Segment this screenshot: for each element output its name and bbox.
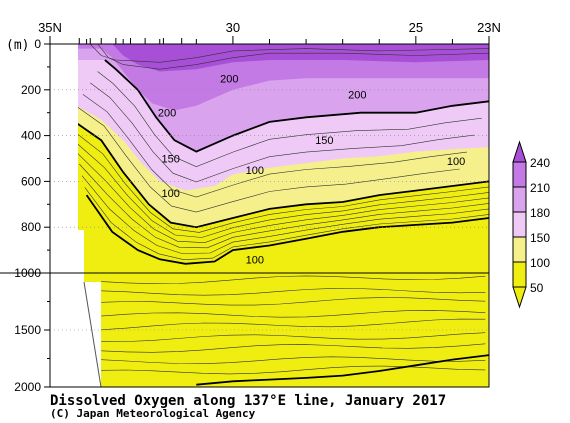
- thin-contour-5: [73, 140, 489, 238]
- legend-swatch: [512, 211, 527, 238]
- contour-label: 100: [246, 165, 264, 177]
- chart-credit: (C) Japan Meteorological Agency: [50, 407, 256, 420]
- y-tick-label: 0: [34, 37, 41, 51]
- legend-label: 50: [530, 281, 544, 295]
- thin-contour-8: [81, 175, 489, 254]
- contour-label: 150: [162, 154, 180, 166]
- legend-label: 150: [530, 231, 550, 245]
- thin-contour-11: [101, 288, 486, 296]
- thin-contour-18: [101, 365, 486, 375]
- y-axis: 0 200 400 600 800 1000 1500 2000: [14, 37, 489, 394]
- depth-unit-label: (m): [6, 38, 29, 53]
- x-axis: 35N 30 25 23N: [38, 20, 501, 44]
- bathymetry-edge: [83, 281, 102, 387]
- contour-label: 200: [158, 108, 176, 120]
- y-tick-label: 1000: [14, 266, 41, 280]
- legend-label: 180: [530, 206, 550, 220]
- thin-contour-17: [101, 356, 486, 365]
- x-tick-label: 30: [226, 20, 240, 35]
- thin-contour-15: [101, 332, 486, 342]
- thin-contour-14: [101, 318, 486, 331]
- thin-contour-12: [101, 297, 486, 306]
- legend-swatch: [512, 161, 527, 188]
- contour-label: 100: [246, 254, 264, 266]
- contour-line-200-0: [104, 59, 489, 153]
- thin-contour-16: [101, 343, 486, 353]
- legend-label: 240: [530, 156, 550, 170]
- y-tick-label: 600: [21, 174, 41, 188]
- y-tick-label: 2000: [14, 380, 41, 394]
- thin-contour-1: [90, 82, 475, 183]
- contour-label: 100: [447, 156, 465, 168]
- legend-swatch: [512, 236, 527, 263]
- x-tick-label: 35N: [38, 20, 62, 35]
- y-tick-label: 400: [21, 129, 41, 143]
- thin-contour-7: [79, 163, 489, 249]
- color-legend: 240 210 180 150 100 50: [512, 140, 550, 309]
- legend-swatch: [512, 261, 527, 288]
- y-tick-label: 800: [21, 220, 41, 234]
- thin-contour-13: [101, 310, 486, 318]
- thin-contour-4: [70, 128, 489, 233]
- x-tick-label: 25: [409, 20, 423, 35]
- legend-swatch: [512, 186, 527, 213]
- contour-line-100-2: [85, 194, 489, 265]
- contour-label: 150: [315, 135, 333, 147]
- contour-label: 100: [162, 188, 180, 200]
- thin-contour-2: [82, 94, 468, 198]
- x-tick-label: 23N: [477, 20, 501, 35]
- contour-line-100-3: [196, 354, 489, 386]
- missing-data-mask: [50, 44, 78, 387]
- contour-label: 200: [348, 89, 366, 101]
- thin-contour-19: [97, 44, 489, 70]
- contour-line-150-1: [67, 116, 489, 229]
- thin-contour-20: [89, 44, 489, 63]
- missing-data-mask-lower: [78, 230, 84, 387]
- y-tick-label: 1500: [14, 323, 41, 337]
- thin-contour-9: [84, 187, 489, 261]
- legend-label: 100: [530, 256, 550, 270]
- legend-swatch-bottom: [512, 286, 527, 309]
- y-tick-label: 200: [21, 83, 41, 97]
- thin-contour-6: [76, 152, 489, 244]
- thin-contour-3: [75, 105, 460, 213]
- legend-swatch-top: [512, 140, 527, 163]
- chart-title: Dissolved Oxygen along 137°E line, Janua…: [50, 393, 446, 409]
- thin-contour-0: [97, 71, 482, 168]
- plot-area: 200 200 200 150 100 150 100 100 100: [50, 44, 489, 387]
- contour-label: 200: [220, 73, 238, 85]
- thin-contour-10: [101, 275, 486, 285]
- legend-label: 210: [530, 181, 550, 195]
